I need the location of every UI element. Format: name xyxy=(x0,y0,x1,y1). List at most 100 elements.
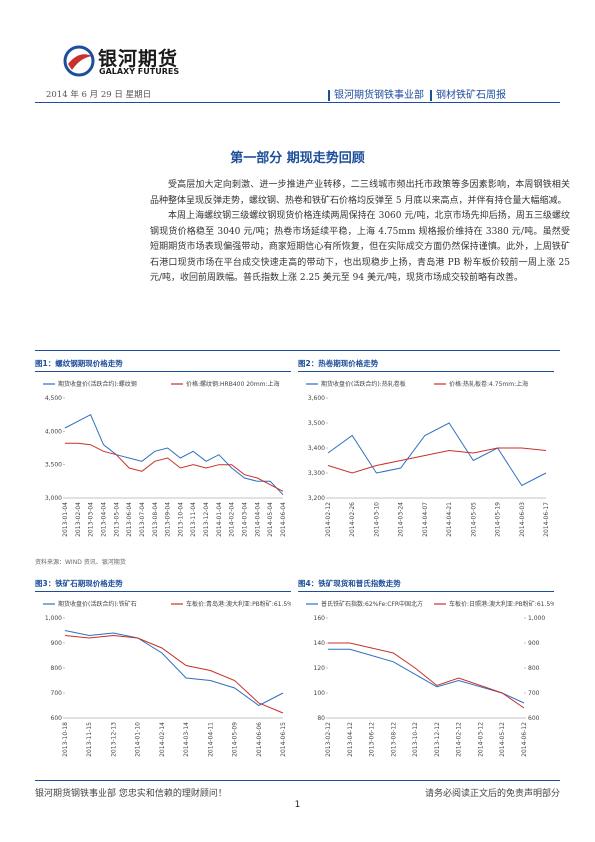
y-tick-label: 3,500 xyxy=(45,462,62,469)
x-tick-label: 2013-11-15 xyxy=(86,722,93,757)
x-tick-label: 2014-05-19 xyxy=(495,502,502,537)
page-number: 1 xyxy=(294,800,301,810)
x-tick-label: 2014-06-04 xyxy=(280,502,287,537)
chart-plot: 期货收盘价(活跃合约):螺纹钢 价格:螺纹钢:HRB400 20mm:上海 3,00… xyxy=(43,380,287,537)
y-tick-label: 3,500 xyxy=(308,420,325,427)
x-tick-label: 2013-10-18 xyxy=(62,722,69,757)
y-tick-label: 80 xyxy=(317,715,325,722)
y-tick-label: 600 xyxy=(51,715,63,722)
x-tick-label: 2014-02-04 xyxy=(229,502,236,537)
y-tick-label: 1,000 xyxy=(45,615,62,622)
y-tick-label: 3,600 xyxy=(308,395,325,402)
date: 2014 年 6 月 29 日 星期日 xyxy=(46,90,152,100)
y-tick-label: 700 xyxy=(51,690,63,697)
y-tick-label: 160 xyxy=(314,615,326,622)
x-tick-label: 2013-05-04 xyxy=(113,502,120,537)
chart-plot: 期货收盘价(活跃合约):铁矿石 车板价:青岛港:澳大利亚:PB粉矿:61.5% 60… xyxy=(43,600,293,757)
x-tick-label: 2014-04-04 xyxy=(254,502,261,537)
section-title: 第一部分 期现走势回顾 xyxy=(230,151,365,166)
y-tick-label: 900 xyxy=(528,640,540,647)
x-tick-label: 2013-12-04 xyxy=(203,502,210,537)
chart: 图1：螺纹钢期现价格走势期货收盘价(活跃合约):螺纹钢 价格:螺纹钢:HRB400… xyxy=(35,358,291,558)
logo-en: GALAXY FUTURES xyxy=(99,67,180,76)
legend-label: 车板价:青岛港:澳大利亚:PB粉矿:61.5% xyxy=(186,600,291,608)
x-tick-label: 2014-02-26 xyxy=(349,502,356,537)
paragraph: 受高层加大定向刺激、进一步推进产业转移，二三线城市频出托市政策等多因素影响，本周… xyxy=(150,180,570,206)
x-tick-label: 2014-06-06 xyxy=(256,722,263,757)
chart-title: 图3：铁矿石期现价格走势 xyxy=(35,578,291,592)
x-tick-label: 2013-06-12 xyxy=(369,722,376,757)
x-tick-label: 2013-04-04 xyxy=(100,502,107,537)
header-rule xyxy=(35,102,560,103)
y-tick-label: 4,000 xyxy=(45,428,62,435)
x-tick-label: 2013-10-04 xyxy=(177,502,184,537)
series-line xyxy=(328,642,525,709)
series-line xyxy=(64,414,284,496)
x-tick-label: 2013-07-04 xyxy=(139,502,146,537)
x-tick-label: 2013-02-04 xyxy=(75,502,82,537)
legend-label: 期货收盘价(活跃合约):热轧卷板 xyxy=(321,380,406,388)
report: 钢材铁矿石周报 xyxy=(430,90,506,101)
x-tick-label: 2014-01-10 xyxy=(135,722,142,757)
logo-icon xyxy=(63,45,95,77)
y-tick-label: 800 xyxy=(528,665,540,672)
y-tick-label: 700 xyxy=(528,690,540,697)
y-tick-label: 4,500 xyxy=(45,395,62,402)
legend-label: 普氏铁矿石指数:62%Fe:CFR中国北方 xyxy=(321,600,423,608)
x-tick-label: 2014-02-14 xyxy=(159,722,166,757)
legend-label: 期货收盘价(活跃合约):螺纹钢 xyxy=(58,380,137,388)
chart-title: 图4：铁矿现货和普氏指数走势 xyxy=(298,578,554,592)
x-tick-label: 2014-02-12 xyxy=(325,502,332,537)
x-tick-label: 2014-02-12 xyxy=(456,722,463,757)
x-tick-label: 2013-12-13 xyxy=(110,722,117,757)
x-tick-label: 2014-06-03 xyxy=(519,502,526,537)
x-tick-label: 2014-04-21 xyxy=(446,502,453,537)
chart-title: 图1：螺纹钢期现价格走势 xyxy=(35,358,291,372)
x-tick-label: 2014-05-12 xyxy=(499,722,506,757)
footer-right: 请务必阅读正文后的免责声明部分 xyxy=(424,789,560,799)
y-tick-label: 3,400 xyxy=(308,445,325,452)
x-tick-label: 2014-03-04 xyxy=(242,502,249,537)
y-tick-label: 800 xyxy=(51,665,63,672)
x-tick-label: 2013-06-04 xyxy=(126,502,133,537)
paragraph: 本周上海螺纹钢三级螺纹钢现货价格连续两周保持在 3060 元/吨，北京市场先抑后… xyxy=(150,211,570,283)
x-tick-label: 2014-05-04 xyxy=(267,502,274,537)
chart: 图2：热卷期现价格走势 期货收盘价(活跃合约):热轧卷板 价格:热轧板卷:4.75m… xyxy=(298,358,554,558)
x-tick-label: 2014-03-24 xyxy=(398,502,405,537)
y-tick-label: 1,000 xyxy=(528,615,545,622)
logo-ring xyxy=(63,45,95,77)
x-tick-label: 2014-04-07 xyxy=(422,502,429,537)
x-tick-label: 2014-03-10 xyxy=(373,502,380,537)
series-line xyxy=(65,442,284,492)
chart: 图3：铁矿石期现价格走势期货收盘价(活跃合约):铁矿石 车板价:青岛港:澳大利亚:… xyxy=(35,578,293,778)
x-tick-label: 2013-02-12 xyxy=(325,722,332,757)
y-tick-label: 600 xyxy=(528,715,540,722)
chart-title: 图2：热卷期现价格走势 xyxy=(298,358,554,372)
series-line xyxy=(327,447,547,474)
series-line xyxy=(64,630,284,707)
x-tick-label: 2013-09-04 xyxy=(165,502,172,537)
y-tick-label: 3,200 xyxy=(308,495,325,502)
body-text: 受高层加大定向刺激、进一步推进产业转移，二三线城市频出托市政策等多因素影响，本周… xyxy=(150,178,570,287)
series-line xyxy=(328,648,525,704)
footer-left: 银河期货钢铁事业部 您忠实和信赖的理财顾问！ xyxy=(35,789,227,799)
x-tick-label: 2014-06-17 xyxy=(543,502,550,537)
source: 资料来源：WIND 资讯、银河期货 xyxy=(35,559,126,566)
x-tick-label: 2014-03-12 xyxy=(477,722,484,757)
x-tick-label: 2014-06-12 xyxy=(521,722,528,757)
y-tick-label: 900 xyxy=(51,640,63,647)
x-tick-label: 2013-11-04 xyxy=(190,502,197,537)
logo-cn: 银河期货 xyxy=(98,48,179,70)
x-tick-label: 2013-01-04 xyxy=(62,502,69,537)
x-tick-label: 2013-12-12 xyxy=(434,722,441,757)
y-tick-label: 120 xyxy=(314,665,326,672)
footer-rule xyxy=(35,780,560,781)
y-tick-label: 3,300 xyxy=(308,470,325,477)
x-tick-label: 2013-08-04 xyxy=(152,502,159,537)
series-line xyxy=(327,422,547,487)
x-tick-label: 2013-10-12 xyxy=(412,722,419,757)
x-tick-label: 2013-04-12 xyxy=(347,722,354,757)
x-tick-label: 2013-03-04 xyxy=(88,502,95,537)
divider xyxy=(35,350,560,351)
